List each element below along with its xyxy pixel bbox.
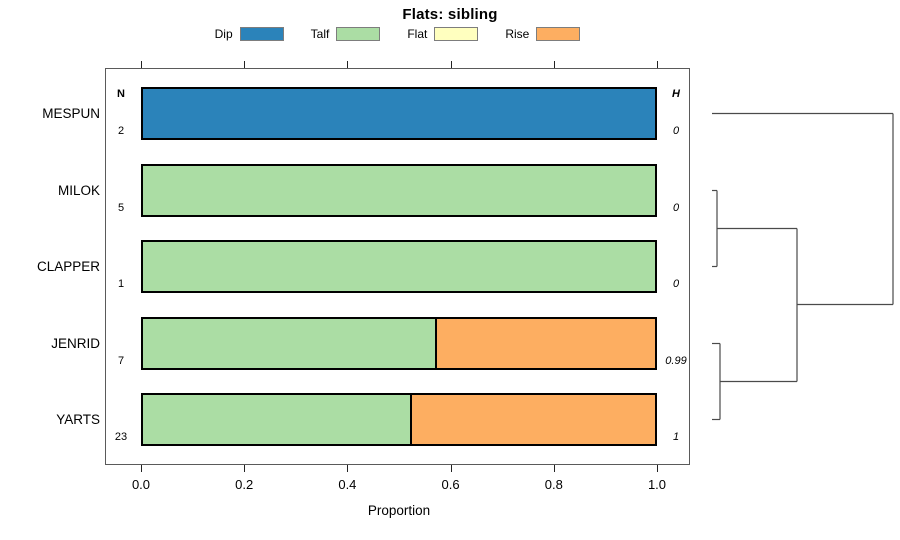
axis-tick-label: 0.6 — [441, 477, 460, 492]
legend-swatch-flat — [434, 27, 479, 41]
axis-tick-bottom — [141, 465, 142, 472]
legend-label: Dip — [214, 27, 233, 41]
legend-swatch-rise — [536, 27, 581, 41]
legend-label: Rise — [505, 27, 530, 41]
bar-jenrid — [141, 317, 657, 370]
h-value-yarts: 1 — [672, 431, 680, 443]
bar-segment-talf — [143, 395, 411, 444]
legend-label: Talf — [310, 27, 330, 41]
legend-item-rise: Rise — [505, 27, 581, 41]
h-value-milok: 0 — [672, 202, 680, 214]
axis-tick-top — [553, 61, 555, 68]
axis-tick-top — [347, 61, 349, 68]
category-label-jenrid: JENRID — [51, 336, 100, 351]
h-value-clapper: 0 — [672, 278, 680, 290]
bar-segment-talf — [143, 319, 436, 368]
legend-item-flat: Flat — [407, 27, 479, 41]
x-axis-label: Proportion — [367, 503, 431, 518]
n-value-yarts: 23 — [114, 431, 128, 443]
category-label-milok: MILOK — [57, 183, 100, 198]
axis-tick-bottom — [450, 465, 452, 472]
legend-swatch-dip — [239, 27, 284, 41]
h-value-mespun: 0 — [672, 125, 680, 137]
bar-segment-dip — [143, 89, 655, 138]
axis-tick-label: 0.0 — [131, 477, 151, 492]
axis-tick-bottom — [553, 465, 555, 472]
axis-tick-label: 0.8 — [544, 477, 563, 492]
n-value-clapper: 1 — [117, 278, 125, 290]
bar-segment-talf — [143, 242, 655, 291]
category-label-mespun: MESPUN — [42, 106, 100, 121]
axis-tick-top — [450, 61, 452, 68]
legend: Dip Talf Flat Rise — [105, 26, 690, 42]
legend-label: Flat — [407, 27, 428, 41]
axis-tick-bottom — [244, 465, 246, 472]
bar-segment-rise — [410, 395, 655, 444]
axis-tick-top — [244, 61, 246, 68]
axis-tick-bottom — [657, 465, 658, 472]
axis-tick-label: 0.2 — [235, 477, 254, 492]
bar-clapper — [141, 240, 657, 293]
bar-milok — [141, 164, 657, 217]
h-column-header: H — [672, 88, 680, 100]
n-value-milok: 5 — [117, 202, 125, 214]
legend-item-talf: Talf — [311, 27, 381, 41]
axis-tick-bottom — [347, 465, 349, 472]
axis-tick-top — [141, 61, 142, 68]
axis-tick-top — [657, 61, 658, 68]
axis-tick-label: 0.4 — [338, 477, 357, 492]
n-column-header: N — [117, 88, 125, 100]
h-value-jenrid: 0.99 — [665, 355, 687, 367]
legend-item-dip: Dip — [215, 27, 284, 41]
bar-segment-talf — [143, 166, 655, 215]
plot-area-border — [105, 68, 690, 465]
axis-tick-label: 1.0 — [647, 477, 667, 492]
bar-yarts — [141, 393, 657, 446]
chart-title: Flats: sibling — [402, 6, 498, 23]
n-value-mespun: 2 — [117, 125, 125, 137]
category-label-clapper: CLAPPER — [36, 259, 100, 274]
n-value-jenrid: 7 — [117, 355, 125, 367]
bar-segment-rise — [435, 319, 655, 368]
category-label-yarts: YARTS — [56, 412, 100, 427]
legend-swatch-talf — [336, 27, 381, 41]
bar-mespun — [141, 87, 657, 140]
